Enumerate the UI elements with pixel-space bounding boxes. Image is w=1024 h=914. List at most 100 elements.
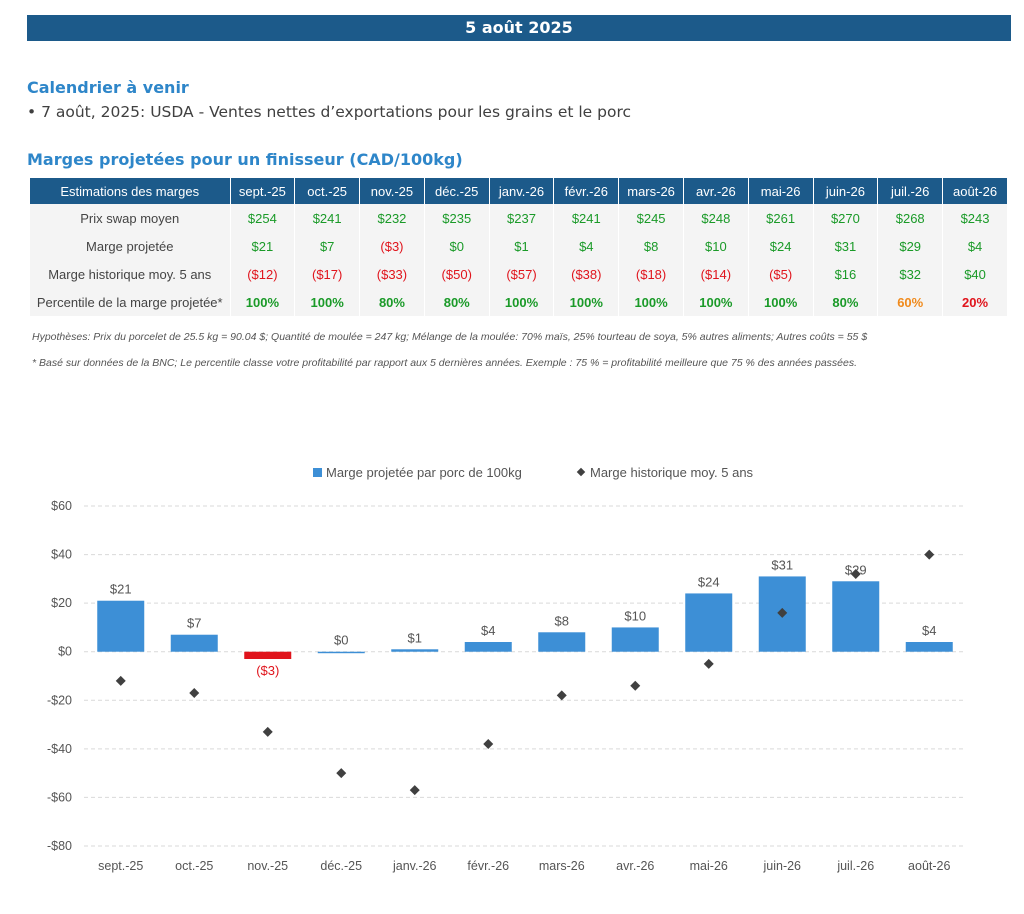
bar-data-label: $4: [922, 623, 936, 638]
table-cell: $248: [683, 204, 749, 232]
table-header-month: août-26: [942, 178, 1008, 204]
table-cell: 100%: [553, 288, 620, 316]
bar: [317, 651, 365, 654]
bar-data-label: $8: [555, 613, 569, 628]
historic-marker: [115, 675, 126, 686]
bar: [244, 651, 292, 659]
table-cell: ($14): [683, 260, 749, 288]
table-cell: 100%: [230, 288, 296, 316]
table-cell: 100%: [748, 288, 814, 316]
bar-data-label: $1: [408, 630, 422, 645]
bar-data-label: $0: [334, 633, 348, 648]
table-cell: $254: [230, 204, 296, 232]
x-tick-label: sept.-25: [98, 859, 143, 873]
x-tick-label: mai-26: [690, 859, 728, 873]
bar: [538, 632, 586, 652]
table-cell: ($33): [359, 260, 425, 288]
historic-marker: [409, 785, 420, 796]
table-cell: $1: [489, 232, 555, 260]
bar: [611, 627, 659, 652]
row-label: Prix swap moyen: [30, 204, 231, 232]
table-cell: $241: [553, 204, 620, 232]
table-cell: ($50): [424, 260, 490, 288]
table-header-month: nov.-25: [359, 178, 425, 204]
table-header-month: févr.-26: [553, 178, 620, 204]
y-tick-label: $20: [51, 596, 72, 610]
bar-data-label: $31: [771, 557, 793, 572]
table-header-month: janv.-26: [489, 178, 555, 204]
y-tick-label: -$80: [47, 839, 72, 853]
y-tick-label: $0: [58, 645, 72, 659]
bar: [97, 600, 145, 652]
table-cell: ($18): [618, 260, 684, 288]
table-header-month: avr.-26: [683, 178, 749, 204]
table-cell: ($3): [359, 232, 425, 260]
legend-bar-label: Marge projetée par porc de 100kg: [326, 465, 522, 480]
table-cell: 20%: [942, 288, 1008, 316]
table-cell: $10: [683, 232, 749, 260]
table-cell: $261: [748, 204, 814, 232]
historic-marker: [850, 569, 861, 579]
row-label: Percentile de la marge projetée*: [30, 288, 231, 316]
table-cell: $245: [618, 204, 684, 232]
bar: [685, 593, 733, 652]
historic-marker: [703, 658, 714, 669]
table-cell: $241: [294, 204, 361, 232]
table-cell: $40: [942, 260, 1008, 288]
table-cell: ($57): [489, 260, 555, 288]
x-tick-label: mars-26: [539, 859, 585, 873]
date-banner: 5 août 2025: [27, 15, 1011, 41]
table-cell: 100%: [618, 288, 684, 316]
assumptions-note: Hypothèses: Prix du porcelet de 25.5 kg …: [32, 331, 868, 343]
table-header-month: juin-26: [813, 178, 879, 204]
table-row: Marge historique moy. 5 ans ($12) ($17) ($3…: [30, 260, 1008, 288]
bar: [391, 649, 439, 652]
historic-marker: [189, 688, 200, 698]
legend-marker-label: Marge historique moy. 5 ans: [590, 465, 754, 480]
table-cell: 80%: [359, 288, 425, 316]
table-row: Prix swap moyen $254 $241 $232 $235 $237 $241 $…: [30, 204, 1008, 232]
table-row: Percentile de la marge projetée* 100% 100%…: [30, 288, 1008, 316]
bar: [464, 642, 512, 652]
table-cell: $243: [942, 204, 1008, 232]
table-cell: $29: [877, 232, 944, 260]
table-cell: 80%: [424, 288, 490, 316]
bar-data-label: $10: [624, 608, 646, 623]
table-cell: 60%: [877, 288, 944, 316]
x-tick-label: juil.-26: [836, 859, 874, 873]
table-cell: 80%: [813, 288, 879, 316]
margin-chart: $60 $40 $20 $0 -$20 -$40 -$60 -$80 sept.-25 oct.-…: [47, 499, 966, 873]
row-label: Marge projetée: [30, 232, 231, 260]
table-cell: $16: [813, 260, 879, 288]
percentile-note: * Basé sur données de la BNC; Le percent…: [32, 357, 858, 369]
table-cell: $21: [230, 232, 296, 260]
legend-bar-swatch: [313, 468, 322, 477]
table-cell: $270: [813, 204, 879, 232]
x-tick-label: nov.-25: [247, 859, 288, 873]
table-cell: $237: [489, 204, 555, 232]
y-tick-label: $40: [51, 548, 72, 562]
bar: [832, 581, 880, 652]
historic-marker: [483, 739, 494, 749]
table-cell: ($17): [294, 260, 361, 288]
table-header-month: déc.-25: [424, 178, 490, 204]
table-cell: $24: [748, 232, 814, 260]
table-header-label: Estimations des marges: [30, 178, 231, 204]
calendar-title: Calendrier à venir: [27, 78, 189, 97]
y-tick-label: -$40: [47, 742, 72, 756]
table-cell: 100%: [294, 288, 361, 316]
x-tick-label: juin-26: [762, 859, 801, 873]
historic-marker: [630, 680, 641, 691]
bar-data-label: $4: [481, 623, 495, 638]
table-cell: $31: [813, 232, 879, 260]
table-header-month: oct.-25: [294, 178, 361, 204]
bar-data-label: $24: [698, 574, 720, 589]
bar-data-label: $7: [187, 616, 201, 631]
historic-marker: [556, 690, 567, 701]
margins-table: Estimations des marges sept.-25 oct.-25 no…: [30, 178, 1008, 316]
table-header-month: juil.-26: [877, 178, 944, 204]
historic-marker: [262, 726, 273, 737]
bar-data-label: $21: [110, 582, 132, 597]
row-label: Marge historique moy. 5 ans: [30, 260, 231, 288]
table-header-month: mars-26: [618, 178, 684, 204]
